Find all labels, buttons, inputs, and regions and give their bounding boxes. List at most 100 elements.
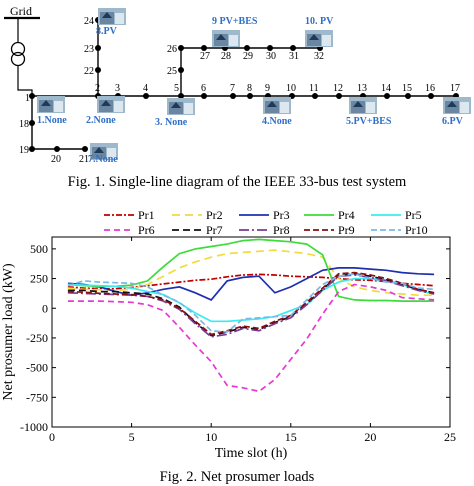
bus-number: 3: [115, 83, 120, 94]
bus-number: 32: [314, 51, 324, 62]
bus-node: [428, 93, 434, 99]
legend-label: Pr5: [405, 208, 422, 222]
bus-node: [178, 67, 184, 73]
bus-number: 20: [51, 154, 61, 165]
legend-label: Pr1: [138, 208, 155, 222]
bus-node: [95, 67, 101, 73]
prosumer-label: 9 PV+BES: [212, 16, 258, 27]
bus-number: 10: [286, 83, 296, 94]
figure-2-caption: Fig. 2. Net prosumer loads: [159, 469, 315, 485]
prosumer-house-icon: [263, 97, 291, 114]
series-line-pr2: [67, 249, 435, 297]
bus-number: 6: [201, 83, 206, 94]
bus-node: [178, 93, 184, 99]
bus-node: [29, 146, 35, 152]
prosumer-label: 8.PV: [96, 26, 118, 37]
series-line-pr6: [67, 283, 435, 393]
bus-number: 8: [247, 83, 252, 94]
bus-number: 17: [450, 83, 460, 94]
y-axis-label: Net prosumer load (kW): [1, 263, 16, 401]
series-line-pr8: [67, 274, 435, 338]
series-line-pr9: [67, 271, 435, 336]
bus-number: 31: [289, 51, 299, 62]
bus-node: [230, 93, 236, 99]
bus-number: 22: [84, 66, 94, 77]
grid-label: Grid: [10, 4, 32, 18]
series-line-pr10: [67, 272, 435, 333]
bus-node: [290, 45, 296, 51]
bus-number: 9: [265, 83, 270, 94]
prosumer-label: 10. PV: [305, 16, 334, 27]
prosumer-label: 3. None: [155, 117, 188, 128]
series-line-pr7: [67, 272, 435, 337]
bus-number: 5: [174, 83, 179, 94]
legend-label: Pr3: [273, 208, 290, 222]
y-tick-label: -500: [26, 361, 48, 375]
bus-number: 2: [95, 83, 100, 94]
bus-node: [143, 93, 149, 99]
bus-node: [201, 45, 207, 51]
bus-number: 30: [266, 51, 276, 62]
prosumer-icons: [37, 8, 471, 160]
x-tick-label: 25: [444, 430, 456, 444]
bus-node: [244, 45, 250, 51]
bus-number: 14: [381, 83, 391, 94]
prosumer-house-icon: [349, 97, 377, 114]
bus-number: 25: [167, 66, 177, 77]
prosumer-house-icon: [167, 98, 195, 115]
series-lines: [67, 238, 435, 393]
legend-label: Pr8: [273, 223, 290, 237]
y-tick-label: -750: [26, 390, 48, 404]
bus-number: 4: [143, 83, 148, 94]
bus-node: [247, 93, 253, 99]
legend-label: Pr7: [206, 223, 223, 237]
bus-node: [312, 93, 318, 99]
x-tick-label: 5: [129, 430, 135, 444]
transformer-feeder: [17, 66, 33, 96]
prosumer-house-icon: [37, 96, 65, 113]
legend-label: Pr9: [338, 223, 355, 237]
bus-number: 21: [79, 154, 89, 165]
legend-label: Pr2: [206, 208, 223, 222]
bus-node: [95, 45, 101, 51]
bus-node: [29, 120, 35, 126]
prosumer-house-icon: [305, 30, 333, 47]
bus-node: [384, 93, 390, 99]
y-tick-label: 500: [30, 242, 48, 256]
bus-number: 16: [425, 83, 435, 94]
y-tick-label: 250: [30, 272, 48, 286]
prosumer-house-icon: [98, 8, 126, 25]
bus-node: [336, 93, 342, 99]
legend-label: Pr6: [138, 223, 155, 237]
plot-area: [51, 236, 451, 428]
bus-number: 29: [243, 51, 253, 62]
bus-number: 26: [167, 44, 177, 55]
bus-node: [54, 146, 60, 152]
prosumer-house-icon: [97, 96, 125, 113]
prosumer-label: 2.None: [86, 115, 116, 126]
prosumer-label: 6.PV: [442, 116, 464, 127]
x-tick-label: 0: [49, 430, 55, 444]
y-tick-label: -250: [26, 331, 48, 345]
legend-label: Pr4: [338, 208, 355, 222]
axis-ticks: 0 5 10 15 20 25 500 250 0 -250 -500 -750 -1000: [20, 237, 456, 444]
bus-node: [178, 45, 184, 51]
bus-number: 28: [221, 51, 231, 62]
x-tick-label: 10: [205, 430, 217, 444]
bus-number: 13: [357, 83, 367, 94]
prosumer-label: 1.None: [37, 115, 67, 126]
bus-number: 27: [200, 51, 210, 62]
bus-number: 11: [309, 83, 319, 94]
prosumer-house-icon: [443, 97, 471, 114]
bus-number: 7: [230, 83, 235, 94]
chart-legend: Pr1 Pr2 Pr3 Pr4 Pr5 Pr6 Pr7 Pr8 Pr9 Pr10: [104, 208, 428, 237]
figure-1-caption: Fig. 1. Single-line diagram of the IEEE …: [67, 174, 407, 190]
prosumer-house-icon: [212, 30, 240, 47]
single-line-diagram: Grid: [4, 4, 471, 165]
bus-nodes: [29, 17, 459, 152]
bus-number: 19: [19, 145, 29, 156]
bus-number: 1: [25, 93, 30, 104]
bus-number: 23: [84, 44, 94, 55]
y-tick-label: -1000: [20, 420, 48, 434]
prosumer-label: 4.None: [262, 116, 292, 127]
